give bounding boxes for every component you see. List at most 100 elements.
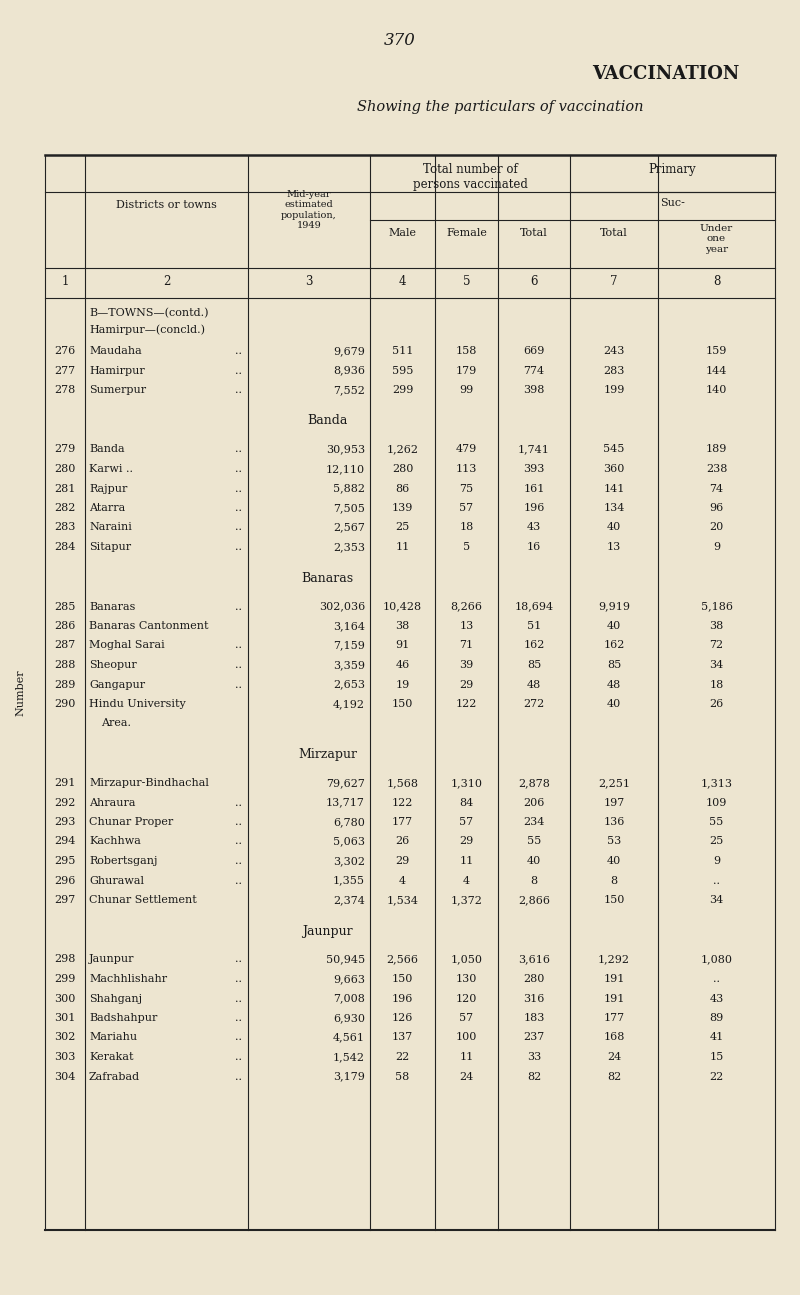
Text: 109: 109 — [706, 798, 727, 808]
Text: Kerakat: Kerakat — [89, 1052, 134, 1062]
Text: 71: 71 — [459, 641, 474, 650]
Text: 1,372: 1,372 — [450, 895, 482, 905]
Text: 297: 297 — [54, 895, 76, 905]
Text: 4,561: 4,561 — [333, 1032, 365, 1042]
Text: 243: 243 — [603, 346, 625, 356]
Text: 288: 288 — [54, 660, 76, 670]
Text: Naraini: Naraini — [89, 522, 132, 532]
Text: 2,353: 2,353 — [333, 543, 365, 552]
Text: Karwi ..: Karwi .. — [89, 464, 133, 474]
Text: 40: 40 — [527, 856, 541, 866]
Text: 126: 126 — [392, 1013, 413, 1023]
Text: 122: 122 — [456, 699, 477, 708]
Text: 2,653: 2,653 — [333, 680, 365, 689]
Text: 11: 11 — [459, 856, 474, 866]
Text: ..: .. — [235, 444, 242, 455]
Text: 282: 282 — [54, 502, 76, 513]
Text: 2,566: 2,566 — [386, 954, 418, 965]
Text: Male: Male — [389, 228, 417, 238]
Text: 9,663: 9,663 — [333, 974, 365, 984]
Text: Banda: Banda — [307, 414, 348, 427]
Text: 1,080: 1,080 — [701, 954, 733, 965]
Text: 7: 7 — [610, 275, 618, 287]
Text: 55: 55 — [710, 817, 724, 828]
Text: 162: 162 — [603, 641, 625, 650]
Text: Hindu University: Hindu University — [89, 699, 186, 708]
Text: 43: 43 — [527, 522, 541, 532]
Text: 276: 276 — [54, 346, 76, 356]
Text: 72: 72 — [710, 641, 723, 650]
Text: 179: 179 — [456, 365, 477, 376]
Text: 43: 43 — [710, 993, 724, 1004]
Text: Mid-year
estimated
population,
1949: Mid-year estimated population, 1949 — [281, 190, 337, 231]
Text: Jaunpur: Jaunpur — [302, 925, 353, 938]
Text: ..: .. — [235, 483, 242, 493]
Text: 545: 545 — [603, 444, 625, 455]
Text: 75: 75 — [459, 483, 474, 493]
Text: ..: .. — [235, 660, 242, 670]
Text: 113: 113 — [456, 464, 477, 474]
Text: 295: 295 — [54, 856, 76, 866]
Text: 6,930: 6,930 — [333, 1013, 365, 1023]
Text: 280: 280 — [54, 464, 76, 474]
Text: 191: 191 — [603, 974, 625, 984]
Text: 137: 137 — [392, 1032, 413, 1042]
Text: 9: 9 — [713, 543, 720, 552]
Text: 140: 140 — [706, 385, 727, 395]
Text: 134: 134 — [603, 502, 625, 513]
Text: 299: 299 — [54, 974, 76, 984]
Text: 206: 206 — [523, 798, 545, 808]
Text: Mariahu: Mariahu — [89, 1032, 137, 1042]
Text: 30,953: 30,953 — [326, 444, 365, 455]
Text: 189: 189 — [706, 444, 727, 455]
Text: 595: 595 — [392, 365, 413, 376]
Text: 34: 34 — [710, 895, 724, 905]
Text: 12,110: 12,110 — [326, 464, 365, 474]
Text: 3: 3 — [306, 275, 313, 287]
Text: 2,374: 2,374 — [333, 895, 365, 905]
Text: Banaras: Banaras — [302, 571, 354, 584]
Text: Mirzapur-Bindhachal: Mirzapur-Bindhachal — [89, 778, 209, 787]
Text: 74: 74 — [710, 483, 723, 493]
Text: 25: 25 — [710, 837, 724, 847]
Text: 139: 139 — [392, 502, 413, 513]
Text: 1,534: 1,534 — [386, 895, 418, 905]
Text: 197: 197 — [603, 798, 625, 808]
Text: 1,741: 1,741 — [518, 444, 550, 455]
Text: 237: 237 — [523, 1032, 545, 1042]
Text: Machhlishahr: Machhlishahr — [89, 974, 167, 984]
Text: 360: 360 — [603, 464, 625, 474]
Text: ..: .. — [713, 875, 720, 886]
Text: 26: 26 — [395, 837, 410, 847]
Text: 55: 55 — [527, 837, 541, 847]
Text: 279: 279 — [54, 444, 76, 455]
Text: 91: 91 — [395, 641, 410, 650]
Text: 38: 38 — [710, 622, 724, 631]
Text: 294: 294 — [54, 837, 76, 847]
Text: 302,036: 302,036 — [318, 601, 365, 611]
Text: 7,159: 7,159 — [333, 641, 365, 650]
Text: 8,266: 8,266 — [450, 601, 482, 611]
Text: 161: 161 — [523, 483, 545, 493]
Text: 3,179: 3,179 — [333, 1071, 365, 1081]
Text: ..: .. — [235, 856, 242, 866]
Text: 4: 4 — [399, 875, 406, 886]
Text: 85: 85 — [527, 660, 541, 670]
Text: 290: 290 — [54, 699, 76, 708]
Text: 24: 24 — [459, 1071, 474, 1081]
Text: 1,542: 1,542 — [333, 1052, 365, 1062]
Text: 199: 199 — [603, 385, 625, 395]
Text: 316: 316 — [523, 993, 545, 1004]
Text: 283: 283 — [54, 522, 76, 532]
Text: 13,717: 13,717 — [326, 798, 365, 808]
Text: Sheopur: Sheopur — [89, 660, 137, 670]
Text: 38: 38 — [395, 622, 410, 631]
Text: 18,694: 18,694 — [514, 601, 554, 611]
Text: 82: 82 — [527, 1071, 541, 1081]
Text: 18: 18 — [710, 680, 724, 689]
Text: 158: 158 — [456, 346, 477, 356]
Text: Districts or towns: Districts or towns — [116, 199, 217, 210]
Text: 58: 58 — [395, 1071, 410, 1081]
Text: ..: .. — [235, 817, 242, 828]
Text: ..: .. — [235, 601, 242, 611]
